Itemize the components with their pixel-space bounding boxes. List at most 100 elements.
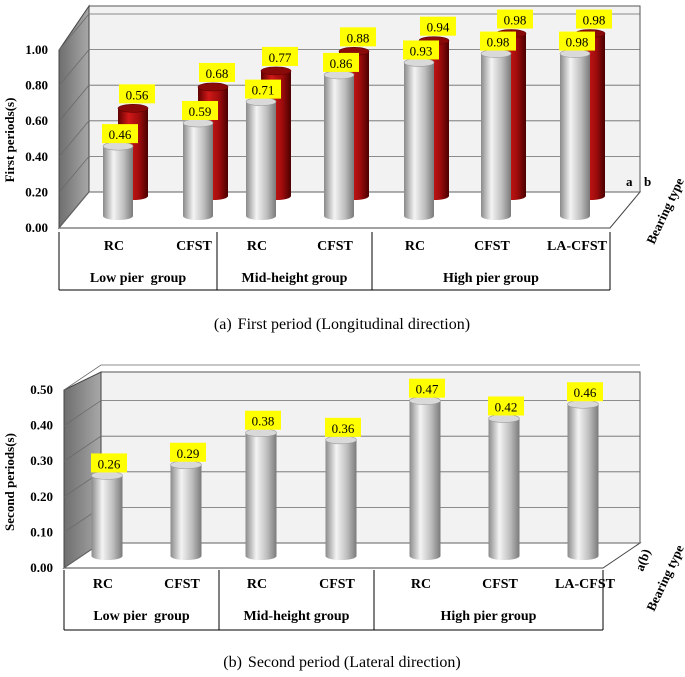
y-tick-label: 0.20 bbox=[25, 184, 48, 199]
category-label: RC bbox=[247, 577, 267, 592]
category-label: RC bbox=[104, 239, 124, 254]
category-label: CFST bbox=[482, 577, 518, 592]
data-label: 0.86 bbox=[330, 56, 353, 71]
data-label-bg bbox=[91, 453, 127, 473]
chart-second-period: 0.00 0.10 0.20 0.30 0.40 0.50 Second periods(… bbox=[2, 364, 685, 671]
data-label-bg bbox=[325, 417, 361, 437]
chart-first-period: 0.00 0.20 0.40 0.60 0.80 1.00 First periods(s… bbox=[2, 4, 685, 333]
data-label: 0.46 bbox=[574, 385, 597, 400]
data-label: 0.94 bbox=[427, 20, 450, 35]
gridline bbox=[58, 120, 640, 158]
bar-a(b)-6: 0.46 bbox=[567, 382, 603, 560]
gridline bbox=[63, 400, 640, 426]
data-label: 0.98 bbox=[487, 35, 510, 50]
data-label-bg bbox=[182, 100, 218, 120]
gridlines bbox=[58, 13, 640, 229]
data-label-bg bbox=[488, 396, 524, 416]
y-ticks: 0.00 0.10 0.20 0.30 0.40 0.50 bbox=[30, 382, 53, 575]
category-label: RC bbox=[411, 577, 431, 592]
y-tick-label: 0.00 bbox=[25, 220, 48, 235]
bar-a-2: 0.71 bbox=[245, 79, 281, 220]
data-label-bg bbox=[199, 62, 235, 82]
group-label: Low pier group bbox=[90, 271, 187, 286]
category-table: RC CFST RC CFST RC CFST LA-CFST Low pier group M… bbox=[58, 232, 611, 291]
y-ticks: 0.00 0.20 0.40 0.60 0.80 1.00 bbox=[25, 42, 48, 235]
bar-a-0: 0.46 bbox=[102, 124, 138, 220]
data-label-bg bbox=[497, 9, 533, 29]
data-label-bg bbox=[559, 31, 595, 51]
gridline bbox=[58, 13, 640, 51]
data-label-bg bbox=[245, 410, 281, 430]
group-label: High pier group bbox=[441, 609, 537, 624]
caption-b: (b) Second period (Lateral direction) bbox=[223, 654, 460, 671]
data-label-bg bbox=[409, 378, 445, 398]
group-label: Low pier group bbox=[93, 609, 190, 624]
data-label-bg bbox=[323, 52, 359, 72]
category-label: LA-CFST bbox=[555, 577, 616, 592]
data-label: 0.71 bbox=[252, 83, 275, 98]
group-label: Mid-height group bbox=[244, 609, 350, 624]
bars: 0.56 0.68 0.77 0.88 0.94 0.98 0.98 0.46 0.59 0.71… bbox=[102, 9, 612, 221]
bar-a(b)-3: 0.36 bbox=[325, 417, 361, 560]
series-depth-label: a(b) bbox=[632, 547, 654, 573]
y-tick-label: 0.40 bbox=[30, 418, 53, 433]
bar-a(b)-0: 0.26 bbox=[91, 453, 127, 560]
bar-a-3: 0.86 bbox=[323, 52, 359, 220]
data-label: 0.98 bbox=[566, 35, 589, 50]
data-label-bg bbox=[420, 16, 456, 36]
y-tick-label: 0.20 bbox=[30, 489, 53, 504]
group-label: Mid-height group bbox=[242, 271, 348, 286]
data-label-bg bbox=[102, 124, 138, 144]
gridline bbox=[58, 49, 640, 86]
category-label: RC bbox=[405, 239, 425, 254]
data-label-bg bbox=[576, 9, 612, 29]
data-label: 0.88 bbox=[347, 30, 370, 45]
category-label: CFST bbox=[176, 239, 212, 254]
data-label: 0.29 bbox=[177, 446, 200, 461]
y-tick-label: 0.00 bbox=[30, 560, 53, 575]
data-label: 0.93 bbox=[410, 43, 433, 58]
gridline bbox=[63, 364, 640, 391]
category-label: LA-CFST bbox=[547, 239, 608, 254]
data-label-bg bbox=[245, 79, 281, 99]
y-axis-label: Second periods(s) bbox=[2, 433, 17, 531]
y-tick-label: 0.10 bbox=[30, 524, 53, 539]
data-label: 0.26 bbox=[98, 456, 121, 471]
bar-a-6: 0.98 bbox=[559, 31, 595, 221]
data-label: 0.47 bbox=[416, 382, 439, 397]
category-label: CFST bbox=[319, 577, 355, 592]
series-b-depth-label: b bbox=[644, 174, 651, 189]
data-label-bg bbox=[262, 46, 298, 66]
data-label: 0.56 bbox=[126, 87, 149, 102]
data-label: 0.38 bbox=[252, 414, 275, 429]
bar-a(b)-4: 0.47 bbox=[409, 378, 445, 560]
gridline bbox=[63, 435, 640, 462]
gridline bbox=[58, 191, 640, 229]
data-label-bg bbox=[480, 31, 516, 51]
y-tick-label: 0.30 bbox=[30, 453, 53, 468]
bar-a(b)-5: 0.42 bbox=[488, 396, 524, 560]
category-label: CFST bbox=[474, 239, 510, 254]
bar-a-1: 0.59 bbox=[182, 100, 218, 220]
y-tick-label: 1.00 bbox=[25, 42, 48, 57]
data-label: 0.98 bbox=[504, 13, 527, 28]
category-label: RC bbox=[93, 577, 113, 592]
data-label-bg bbox=[567, 382, 603, 402]
data-label-bg bbox=[170, 442, 206, 462]
caption-a: (a) First period (Longitudinal direction) bbox=[214, 316, 470, 333]
bar-a-4: 0.93 bbox=[403, 40, 439, 221]
bar-a-5: 0.98 bbox=[480, 31, 516, 221]
data-label: 0.59 bbox=[189, 104, 212, 119]
gridline bbox=[58, 84, 640, 122]
data-label: 0.77 bbox=[269, 50, 292, 65]
series-a-depth-label: a bbox=[626, 174, 633, 189]
gridline bbox=[58, 155, 640, 193]
data-label: 0.68 bbox=[206, 66, 229, 81]
data-label: 0.46 bbox=[109, 127, 132, 142]
y-tick-label: 0.40 bbox=[25, 149, 48, 164]
category-table: RC CFST RC CFST RC CFST LA-CFST Low pier group M… bbox=[63, 570, 616, 631]
data-label: 0.42 bbox=[495, 399, 518, 414]
data-label-bg bbox=[119, 84, 155, 104]
bar-a(b)-1: 0.29 bbox=[170, 442, 206, 560]
